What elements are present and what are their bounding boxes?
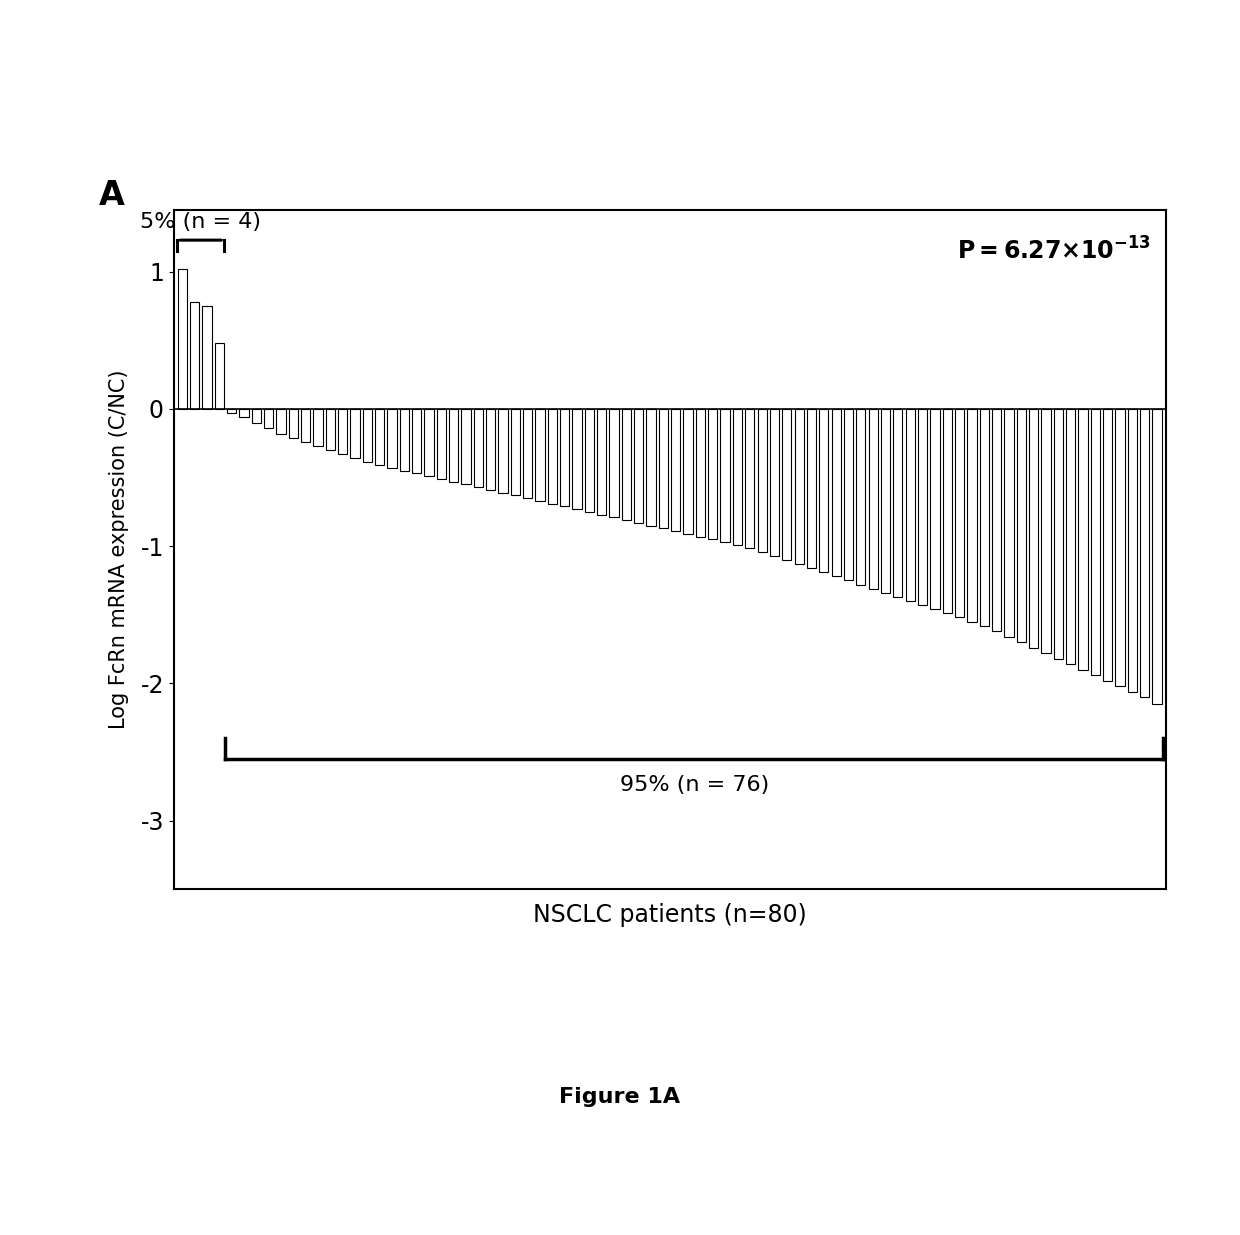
Bar [1127, 409, 1137, 692]
Bar [930, 409, 940, 609]
Bar [326, 409, 335, 450]
Text: $\mathbf{P = 6.27{\times}10^{-13}}$: $\mathbf{P = 6.27{\times}10^{-13}}$ [957, 237, 1151, 264]
Bar [868, 409, 878, 589]
Bar [412, 409, 422, 473]
Bar [758, 409, 766, 552]
Bar [239, 409, 248, 417]
Bar [202, 306, 212, 409]
Bar [880, 409, 890, 593]
Bar [498, 409, 507, 493]
Bar [374, 409, 384, 466]
Bar [720, 409, 730, 542]
Bar [301, 409, 310, 442]
Bar [264, 409, 273, 429]
Bar [536, 409, 544, 501]
Bar [683, 409, 693, 534]
Bar [671, 409, 681, 531]
Bar [844, 409, 853, 580]
Bar [967, 409, 977, 621]
Bar [807, 409, 816, 568]
Bar [795, 409, 804, 564]
Bar [362, 409, 372, 462]
Bar [621, 409, 631, 520]
Bar [1091, 409, 1100, 676]
Bar [980, 409, 988, 626]
Bar [548, 409, 557, 504]
Bar [399, 409, 409, 471]
Bar [708, 409, 718, 540]
Bar [1079, 409, 1087, 669]
Bar [634, 409, 644, 522]
Bar [227, 409, 236, 412]
Bar [289, 409, 298, 437]
Bar [955, 409, 965, 618]
Bar [560, 409, 569, 506]
X-axis label: NSCLC patients (n=80): NSCLC patients (n=80) [533, 903, 806, 927]
Bar [387, 409, 397, 468]
Text: 95% (n = 76): 95% (n = 76) [620, 776, 769, 795]
Bar [1054, 409, 1063, 658]
Bar [314, 409, 322, 446]
Bar [585, 409, 594, 511]
Bar [782, 409, 791, 559]
Bar [918, 409, 928, 605]
Text: A: A [99, 179, 125, 212]
Bar [252, 409, 260, 422]
Y-axis label: Log FcRn mRNA expression (C/NC): Log FcRn mRNA expression (C/NC) [109, 369, 129, 730]
Bar [1140, 409, 1149, 697]
Bar [277, 409, 285, 433]
Bar [696, 409, 706, 536]
Bar [436, 409, 446, 479]
Bar [449, 409, 459, 482]
Bar [598, 409, 606, 515]
Bar [1104, 409, 1112, 680]
Bar [992, 409, 1001, 631]
Bar [658, 409, 668, 529]
Bar [905, 409, 915, 601]
Bar [832, 409, 841, 577]
Bar [1017, 409, 1025, 642]
Text: Figure 1A: Figure 1A [559, 1087, 681, 1107]
Bar [609, 409, 619, 517]
Bar [942, 409, 952, 614]
Bar [646, 409, 656, 526]
Text: 5% (n = 4): 5% (n = 4) [140, 212, 262, 232]
Bar [424, 409, 434, 477]
Bar [573, 409, 582, 509]
Bar [1042, 409, 1050, 653]
Bar [486, 409, 495, 490]
Bar [523, 409, 532, 498]
Bar [351, 409, 360, 458]
Bar [1004, 409, 1013, 637]
Bar [511, 409, 520, 495]
Bar [190, 301, 200, 409]
Bar [1066, 409, 1075, 664]
Bar [1115, 409, 1125, 687]
Bar [733, 409, 742, 545]
Bar [770, 409, 779, 556]
Bar [339, 409, 347, 454]
Bar [215, 343, 224, 409]
Bar [856, 409, 866, 584]
Bar [1029, 409, 1038, 647]
Bar [461, 409, 471, 484]
Bar [745, 409, 754, 547]
Bar [177, 269, 187, 409]
Bar [1152, 409, 1162, 704]
Bar [820, 409, 828, 572]
Bar [474, 409, 484, 487]
Bar [893, 409, 903, 597]
